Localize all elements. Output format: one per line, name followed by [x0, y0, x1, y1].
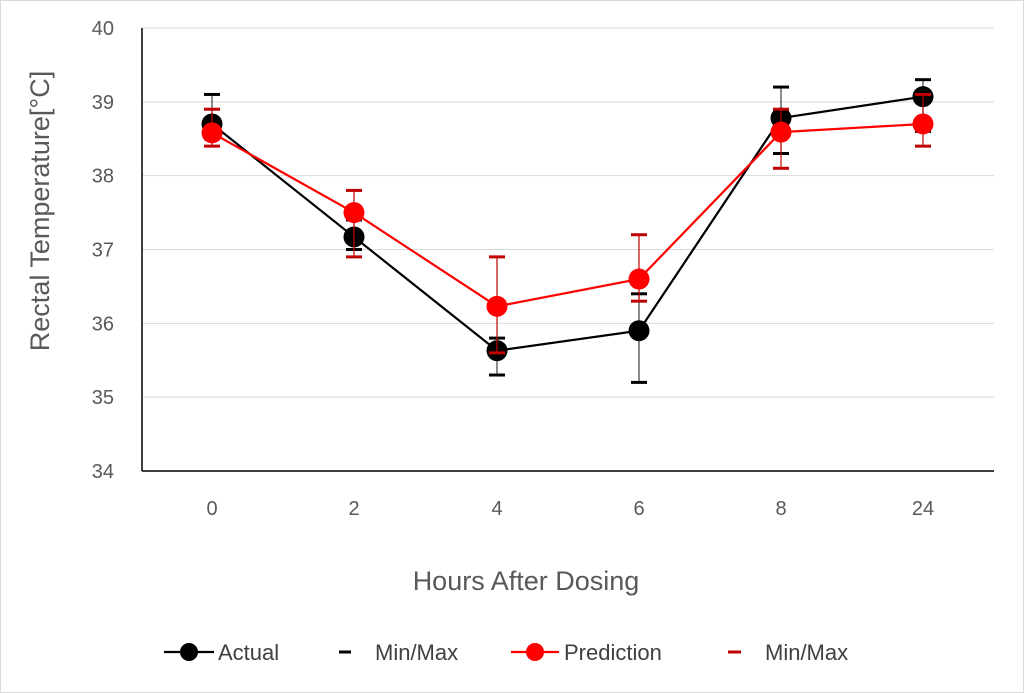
series-line: [211, 95, 924, 352]
legend-item: Min/Max: [728, 640, 848, 665]
x-tick-label: 2: [348, 498, 359, 520]
x-tick-label: 6: [633, 498, 644, 520]
y-tick-label: 35: [92, 387, 114, 409]
series-layer: [201, 78, 934, 384]
series-line: [211, 122, 924, 308]
legend-label: Actual: [218, 640, 279, 665]
y-axis-title: Rectal Temperature[°C]: [25, 71, 55, 351]
data-point: [912, 113, 934, 135]
y-tick-label: 34: [92, 461, 114, 483]
y-tick-label: 40: [92, 18, 114, 40]
y-tick-label: 39: [92, 92, 114, 114]
legend-marker: [526, 643, 544, 661]
axes: [141, 28, 994, 472]
y-tick-label: 37: [92, 240, 114, 262]
legend-item: Min/Max: [339, 640, 458, 665]
data-point: [486, 295, 508, 317]
x-tick-label: 0: [206, 498, 217, 520]
x-tick-label: 24: [912, 498, 934, 520]
x-axis-title: Hours After Dosing: [413, 566, 640, 596]
y-tick-label: 38: [92, 166, 114, 188]
data-point: [770, 121, 792, 143]
x-tick-label: 8: [775, 498, 786, 520]
data-point: [201, 122, 223, 144]
gridlines: [142, 27, 994, 398]
legend-item: Prediction: [511, 640, 662, 665]
legend-item: Actual: [164, 640, 279, 665]
data-point: [343, 202, 365, 224]
legend-label: Min/Max: [765, 640, 848, 665]
legend-label: Min/Max: [375, 640, 458, 665]
legend: Actual Min/Max Prediction Min/Max: [164, 640, 848, 665]
y-tick-label: 36: [92, 313, 114, 335]
legend-label: Prediction: [564, 640, 662, 665]
x-tick-label: 4: [491, 498, 502, 520]
data-point: [628, 268, 650, 290]
series-prediction: [201, 92, 934, 355]
legend-marker: [180, 643, 198, 661]
data-point: [628, 320, 650, 342]
series-actual: [201, 78, 934, 384]
